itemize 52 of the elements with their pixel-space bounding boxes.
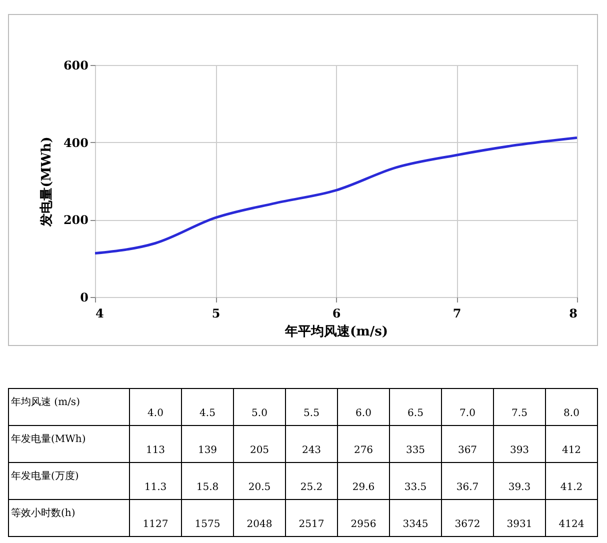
text: 6.0: [338, 388, 390, 426]
text: 139: [182, 426, 234, 462]
text: 年发电量(万度): [8, 462, 130, 500]
text: 年发电量(MWh): [8, 426, 130, 462]
text: 2956: [338, 500, 390, 536]
text: 1127: [130, 500, 182, 536]
text: 2517: [286, 500, 338, 536]
text: 41.2: [546, 462, 598, 500]
text: 5.5: [286, 388, 338, 426]
text: 335: [390, 426, 442, 462]
text: 36.7: [442, 462, 494, 500]
text: 33.5: [390, 462, 442, 500]
text: 8.0: [546, 388, 598, 426]
text: 6.5: [390, 388, 442, 426]
text: 年均风速 (m/s): [8, 388, 130, 426]
text: 412: [546, 426, 598, 462]
line-series: [95, 136, 577, 255]
y-axis-title: 发电量(MWh): [39, 136, 54, 228]
x-tick-label: 6: [332, 306, 341, 320]
text: 243: [286, 426, 338, 462]
text: 393: [494, 426, 546, 462]
y-tick-label: 0: [80, 290, 88, 304]
text: 3931: [494, 500, 546, 536]
text: 20.5: [234, 462, 286, 500]
text: 4124: [546, 500, 598, 536]
text: 2048: [234, 500, 286, 536]
text: 29.6: [338, 462, 390, 500]
text: 11.3: [130, 462, 182, 500]
text: 276: [338, 426, 390, 462]
text: 4.5: [182, 388, 234, 426]
text: 7.0: [442, 388, 494, 426]
text: 3672: [442, 500, 494, 536]
text: 205: [234, 426, 286, 462]
text: 4.0: [130, 388, 182, 426]
x-tick-label: 5: [212, 306, 220, 320]
text: 15.8: [182, 462, 234, 500]
text: 3345: [390, 500, 442, 536]
y-tick-label: 200: [63, 213, 88, 228]
text: 113: [130, 426, 182, 462]
text: 5.0: [234, 388, 286, 426]
text: 25.2: [286, 462, 338, 500]
text: 7.5: [494, 388, 546, 426]
x-tick-label: 4: [96, 306, 104, 320]
y-tick-label: 600: [63, 58, 88, 72]
x-axis-title: 年平均风速(m/s): [284, 324, 388, 340]
y-tick-label: 400: [63, 136, 88, 150]
text: 39.3: [494, 462, 546, 500]
text: 367: [442, 426, 494, 462]
text: 1575: [182, 500, 234, 536]
x-tick-label: 7: [452, 306, 462, 320]
x-tick-label: 8: [569, 306, 578, 320]
text: 等效小时数(h): [8, 500, 130, 536]
